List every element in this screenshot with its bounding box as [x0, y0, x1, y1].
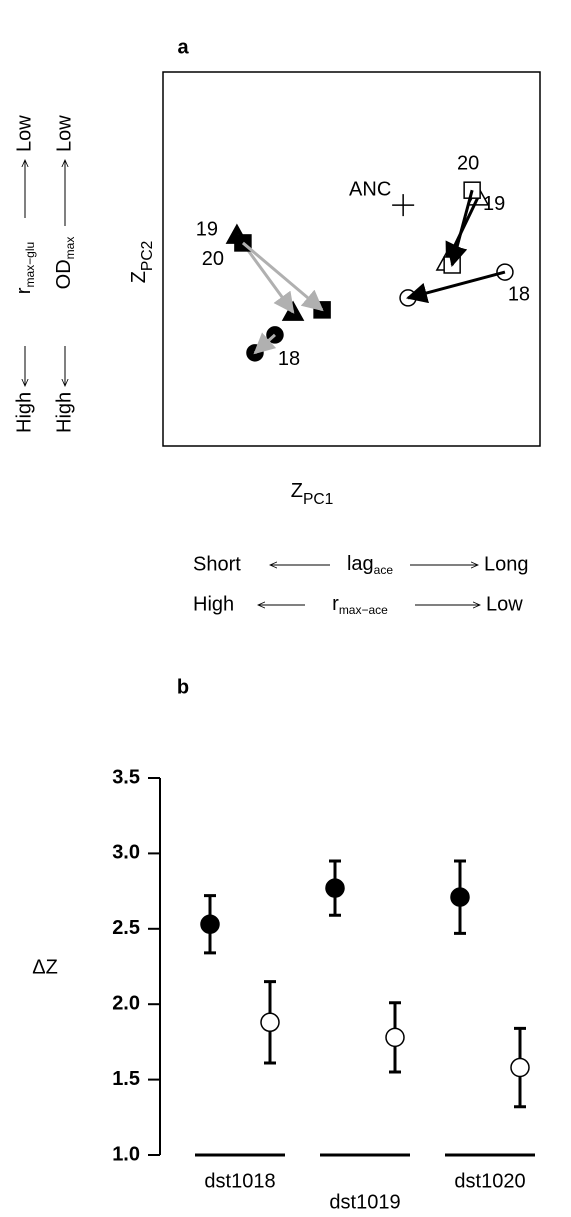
y-tick-label: 2.0 — [112, 992, 140, 1014]
y-tick-label: 1.5 — [112, 1068, 140, 1090]
y-label-group: ZPC2 — [128, 241, 156, 284]
label-main: lag — [347, 553, 374, 575]
label-left: High — [193, 593, 234, 615]
point-label: 18 — [278, 348, 300, 370]
label-main: Z — [291, 480, 303, 502]
y-tick-label: 3.0 — [112, 842, 140, 864]
plot-frame — [162, 71, 541, 447]
axis-label: rmax−glu — [13, 242, 37, 294]
point — [260, 1012, 280, 1033]
axis-label: ZPC2 — [128, 241, 156, 284]
label-sub: PC1 — [303, 491, 333, 508]
axis-label: ZPC1 — [291, 480, 334, 508]
y-tick-label: 1.0 — [112, 1143, 140, 1165]
x-tick-label: dst1020 — [454, 1170, 525, 1192]
point — [450, 887, 470, 907]
y-tick-label: 2.5 — [112, 917, 140, 939]
panel-title: b — [177, 676, 189, 698]
point-label: 19 — [483, 193, 505, 215]
panel-title: a — [177, 36, 189, 58]
axis-label: rmax−ace — [332, 593, 388, 617]
label-sub: max — [63, 237, 77, 260]
label-sub: max−ace — [339, 603, 388, 617]
label-main: OD — [53, 259, 75, 289]
trajectory-arrow — [406, 270, 506, 304]
label-main: r — [13, 287, 35, 294]
label-main: Z — [128, 271, 150, 283]
point — [392, 194, 415, 217]
point — [510, 1057, 530, 1078]
x-tick-label: dst1018 — [204, 1170, 275, 1192]
label-sub: PC2 — [139, 241, 156, 271]
point-label: 18 — [508, 283, 530, 305]
point-label: 20 — [202, 248, 224, 270]
label-sub: max−glu — [23, 242, 37, 288]
trajectory-arrow — [253, 332, 277, 355]
point-label: ANC — [349, 178, 391, 200]
label-right: Low — [486, 593, 523, 615]
y-tick-label: 3.5 — [112, 766, 140, 788]
label-right: Low — [53, 115, 75, 152]
label-right: Low — [13, 115, 35, 152]
label-left: High — [13, 392, 35, 433]
point — [200, 914, 220, 935]
axis-label: ODmax — [53, 237, 77, 290]
axis-label: lagace — [347, 553, 393, 577]
trajectory-arrow — [241, 241, 324, 312]
point-label: 20 — [457, 152, 479, 174]
point-label: 19 — [196, 218, 218, 240]
label-left: Short — [193, 553, 241, 575]
x-tick-label: dst1019 — [329, 1191, 400, 1213]
y-axis-label: ΔZ — [32, 956, 58, 978]
point — [325, 878, 345, 898]
label-sub: ace — [374, 563, 394, 577]
label-right: Long — [484, 553, 529, 575]
label-main: r — [332, 593, 339, 615]
side-label: High ODmax Low — [53, 115, 77, 433]
label-left: High — [53, 392, 75, 433]
trajectory-arrow — [446, 189, 474, 268]
side-label: High rmax−glu Low — [13, 115, 37, 433]
point — [385, 1027, 405, 1048]
